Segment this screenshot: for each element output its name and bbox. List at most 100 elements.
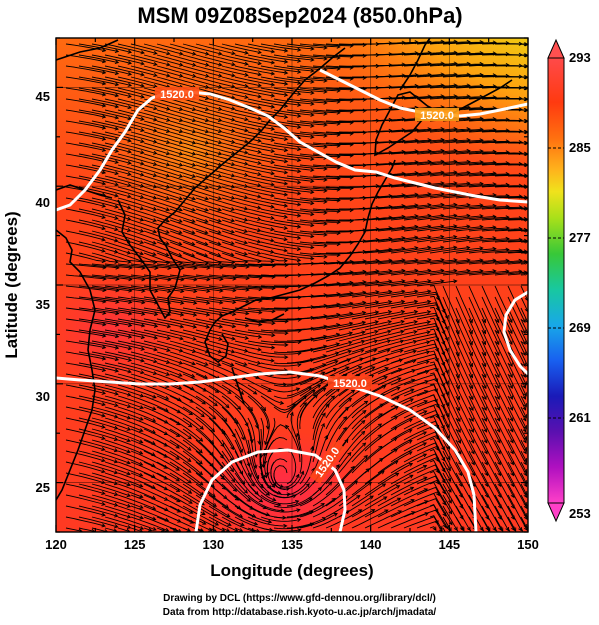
streamline <box>299 153 340 158</box>
streamline-arrow <box>435 491 440 497</box>
streamline <box>65 340 106 349</box>
streamline-arrow <box>460 527 465 532</box>
streamline-arrow <box>114 357 120 362</box>
streamline <box>507 261 528 265</box>
streamline <box>156 54 196 66</box>
streamline <box>182 318 223 328</box>
streamline <box>442 439 462 476</box>
streamline <box>143 76 183 88</box>
streamline <box>273 465 288 488</box>
streamline <box>364 485 400 507</box>
streamline-arrow <box>300 470 305 475</box>
streamline <box>156 197 196 212</box>
streamline <box>312 175 353 178</box>
streamline-arrow <box>127 82 133 87</box>
streamline <box>468 238 509 243</box>
streamline <box>143 263 184 269</box>
streamline <box>182 483 217 507</box>
streamline <box>156 417 192 440</box>
streamline <box>234 54 275 64</box>
streamline <box>442 483 464 520</box>
streamline-arrow <box>374 329 379 334</box>
streamline <box>429 74 470 78</box>
streamline-arrow <box>424 379 429 384</box>
streamline <box>364 340 404 353</box>
streamline <box>325 43 367 46</box>
streamline-arrow <box>101 92 107 97</box>
streamline-arrow <box>296 213 302 218</box>
streamline-arrow <box>217 140 223 145</box>
streamline <box>221 65 262 76</box>
streamline <box>117 439 156 456</box>
streamline-arrow <box>187 479 192 484</box>
streamline <box>208 252 248 263</box>
streamline-arrow <box>127 227 132 232</box>
streamline-arrow <box>283 192 289 197</box>
streamline <box>234 417 251 455</box>
streamline-arrow <box>256 228 262 233</box>
streamline <box>234 241 274 253</box>
streamline <box>65 131 106 140</box>
streamline-arrow <box>524 42 528 47</box>
streamline <box>455 384 474 422</box>
streamline <box>403 353 439 364</box>
streamline <box>195 373 232 394</box>
streamline <box>65 109 106 118</box>
streamline-arrow <box>335 464 340 469</box>
streamline <box>403 236 444 243</box>
streamline <box>91 307 132 315</box>
streamline-arrow <box>483 406 487 411</box>
streamline-arrow <box>244 348 249 353</box>
streamline <box>156 406 192 428</box>
streamline-arrow <box>237 405 242 411</box>
asia-east-coast <box>184 47 346 201</box>
streamline <box>299 333 340 342</box>
streamline-arrow <box>523 513 528 518</box>
streamline-arrow <box>231 95 236 100</box>
streamline <box>65 98 106 107</box>
streamline <box>260 76 301 84</box>
streamline <box>195 76 235 88</box>
streamline <box>520 318 528 334</box>
streamline <box>208 505 245 526</box>
streamline <box>455 296 473 334</box>
streamline <box>364 259 405 265</box>
streamline <box>117 87 157 99</box>
streamline <box>182 527 191 532</box>
streamline <box>351 394 385 419</box>
streamline-arrow <box>310 79 315 84</box>
streamline <box>403 259 444 265</box>
streamline <box>403 312 440 321</box>
streamline-arrow <box>317 486 323 491</box>
streamline-arrow <box>522 384 527 389</box>
streamline <box>234 87 275 97</box>
streamline-arrow <box>522 406 527 411</box>
streamline-arrow <box>363 400 369 405</box>
streamline-arrow <box>153 128 158 133</box>
streamline-arrow <box>382 385 387 389</box>
streamline <box>299 360 338 375</box>
streamline-arrow <box>191 129 197 134</box>
streamline <box>78 395 118 407</box>
streamline-arrow <box>263 474 268 479</box>
streamline-arrow <box>189 510 194 514</box>
streamline <box>273 358 314 365</box>
streamline <box>468 227 509 232</box>
streamline-arrow <box>321 517 327 521</box>
streamline <box>507 428 527 465</box>
streamline <box>182 109 222 122</box>
streamline-arrow <box>152 206 158 211</box>
streamline <box>390 161 431 166</box>
streamline <box>403 394 438 408</box>
streamline <box>182 131 222 144</box>
streamline <box>104 241 144 255</box>
streamline <box>260 406 270 445</box>
streamline <box>234 274 275 278</box>
streamline <box>442 215 483 221</box>
streamline <box>286 98 327 104</box>
streamline <box>143 527 152 532</box>
streamline-arrow <box>231 51 236 56</box>
streamline <box>390 488 428 507</box>
streamline <box>91 417 131 431</box>
streamline-arrow <box>310 201 315 206</box>
